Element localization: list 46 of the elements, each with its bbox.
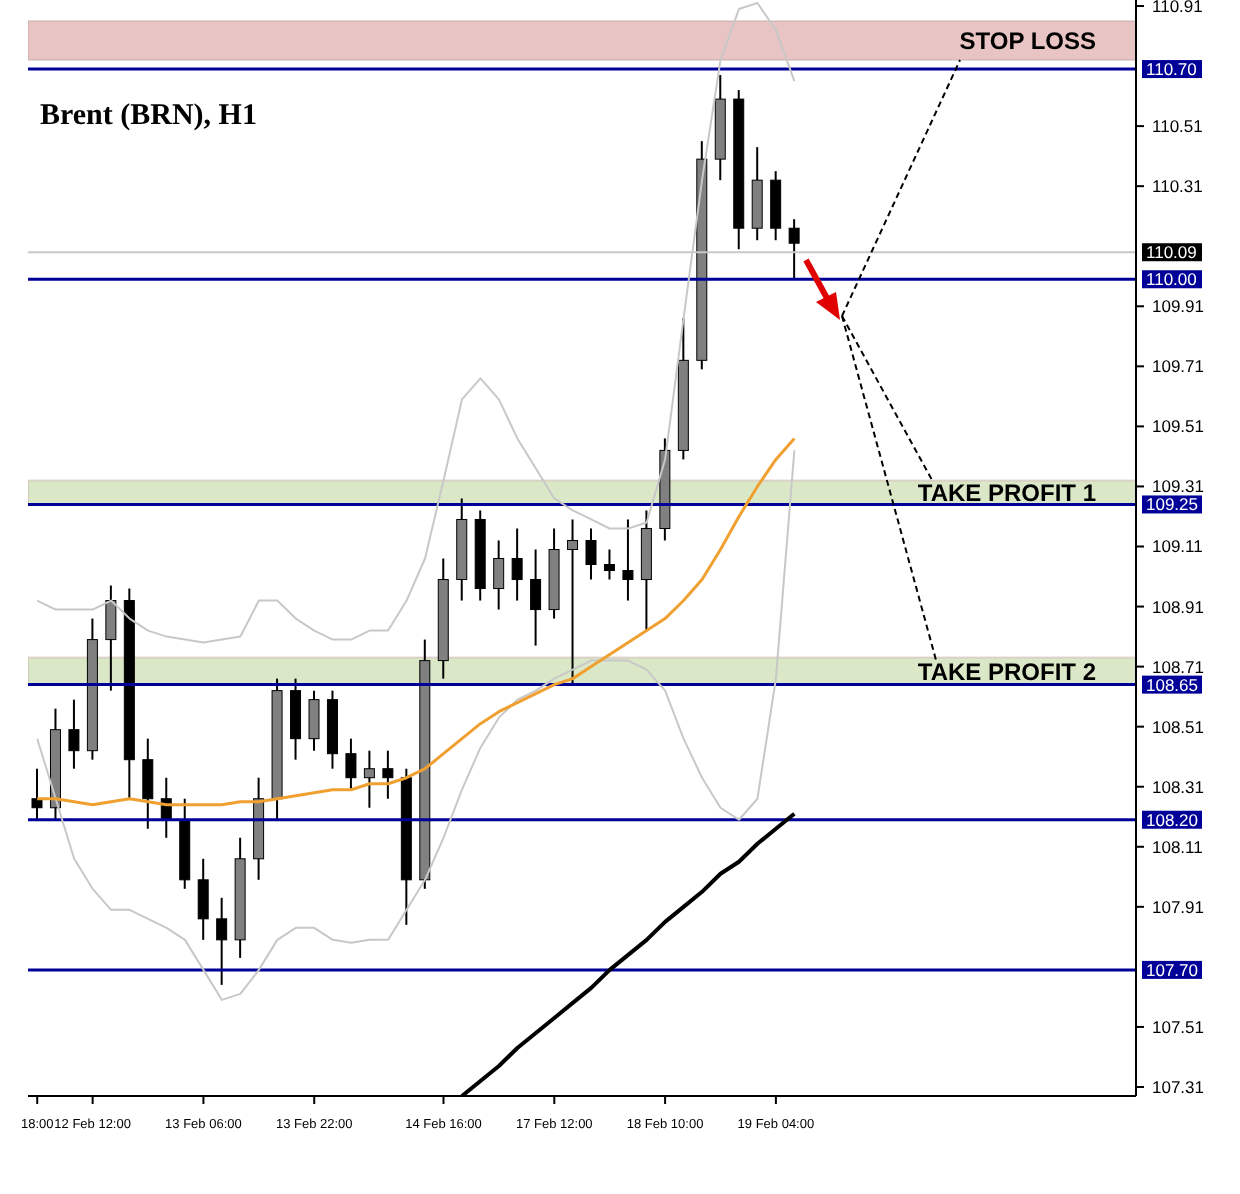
y-tick-label: 108.11 — [1152, 836, 1204, 857]
ref-line-label: 109.25 — [1146, 494, 1199, 515]
candlestick — [567, 518, 579, 686]
candlestick — [530, 548, 542, 647]
y-tick-label: 108.51 — [1152, 716, 1205, 737]
band-label: TAKE PROFIT 2 — [917, 657, 1097, 686]
candlestick — [788, 218, 800, 281]
candlestick — [197, 857, 209, 941]
ref-line-label: 110.09 — [1146, 242, 1198, 263]
candlestick — [382, 749, 394, 800]
band-label: TAKE PROFIT 1 — [917, 478, 1097, 507]
band-label: STOP LOSS — [959, 27, 1096, 56]
y-tick-label: 109.11 — [1152, 536, 1204, 557]
y-tick-label: 110.91 — [1152, 0, 1204, 17]
candlestick — [31, 767, 43, 821]
y-tick-label: 107.51 — [1152, 1016, 1205, 1037]
candlestick — [493, 539, 505, 611]
y-tick-label: 110.51 — [1152, 116, 1204, 137]
y-tick-label: 110.31 — [1152, 176, 1204, 197]
y-tick-label: 109.91 — [1152, 296, 1205, 317]
candlestick — [622, 518, 634, 602]
candlestick — [511, 527, 523, 602]
y-tick-label: 107.31 — [1152, 1076, 1205, 1097]
line-series — [36, 449, 796, 1001]
y-tick-label: 107.91 — [1152, 896, 1205, 917]
candlestick — [345, 737, 357, 791]
ref-line-label: 110.70 — [1146, 59, 1198, 80]
y-tick-label: 108.31 — [1152, 776, 1205, 797]
text: Brent (BRN), H1 — [40, 100, 257, 134]
candlestick — [142, 737, 154, 830]
ref-line-label: 110.00 — [1146, 269, 1198, 290]
candlestick — [68, 698, 80, 770]
ref-line-label: 108.65 — [1146, 674, 1199, 695]
candlestick — [585, 527, 597, 581]
candlestick — [308, 689, 320, 752]
ref-line-label: 108.20 — [1146, 809, 1199, 830]
ref-line-label: 107.70 — [1146, 959, 1199, 980]
candlestick — [363, 749, 375, 809]
y-tick-label: 109.71 — [1152, 356, 1205, 377]
candlestick — [105, 584, 117, 692]
y-tick-label: 108.91 — [1152, 596, 1205, 617]
y-tick-label: 109.51 — [1152, 416, 1205, 437]
y-tick-label: 109.31 — [1152, 476, 1205, 497]
candlestick — [216, 896, 228, 986]
candlestick — [603, 548, 615, 581]
y-tick-label: 108.71 — [1152, 656, 1205, 677]
